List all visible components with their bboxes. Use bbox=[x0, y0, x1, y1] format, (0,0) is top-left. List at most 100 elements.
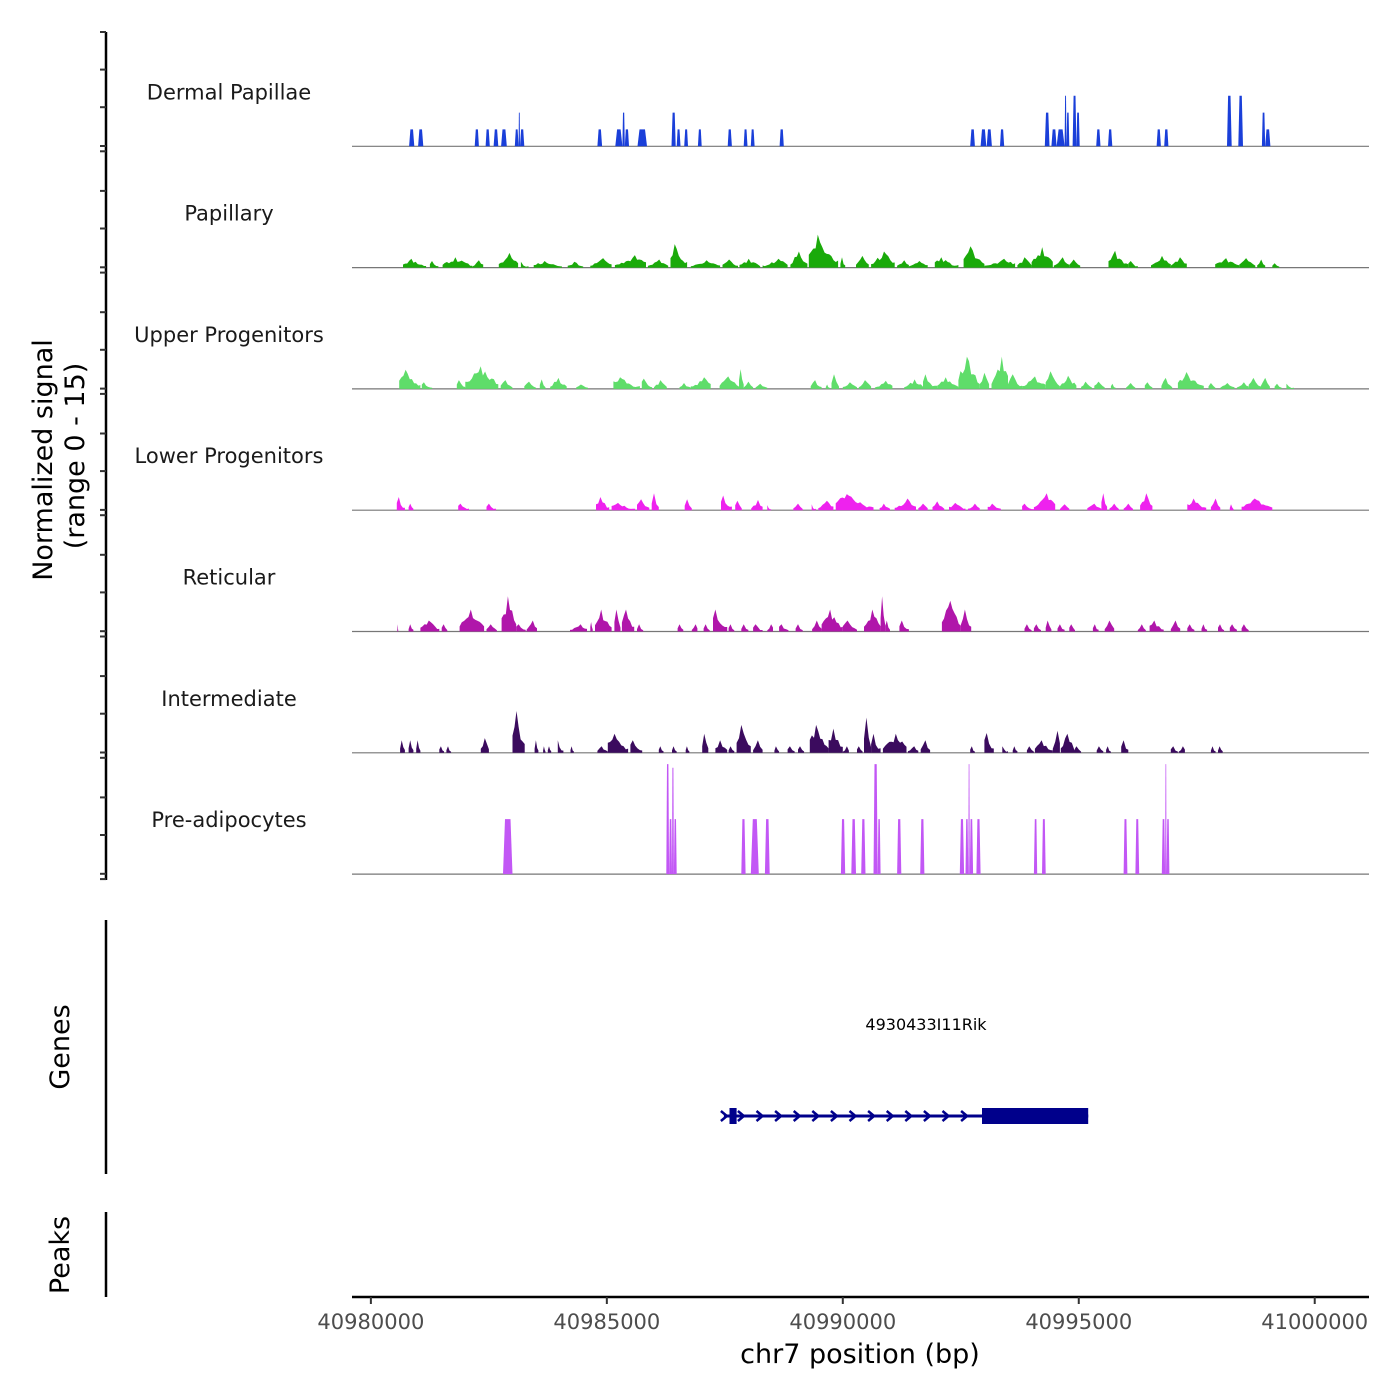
signal-region bbox=[614, 609, 621, 632]
signal-region bbox=[1218, 624, 1225, 632]
signal-peak bbox=[474, 129, 479, 147]
track-intermediate: Intermediate bbox=[161, 687, 1369, 754]
signal-region bbox=[1177, 372, 1204, 389]
signal-peak bbox=[750, 819, 759, 875]
signal-region bbox=[429, 261, 439, 268]
signal-region bbox=[1170, 257, 1187, 268]
signal-peak bbox=[1064, 95, 1067, 147]
signal-region bbox=[441, 624, 448, 632]
signal-region bbox=[613, 377, 640, 389]
signal-region bbox=[793, 503, 803, 511]
signal-region bbox=[795, 624, 803, 632]
track-label: Upper Progenitors bbox=[134, 323, 324, 347]
track-reticular: Reticular bbox=[183, 566, 1369, 633]
signal-region bbox=[590, 622, 593, 632]
y-axis-ticks bbox=[100, 31, 106, 881]
signal-region bbox=[1128, 261, 1138, 268]
signal-region bbox=[864, 717, 872, 753]
gene-annotations: 4930433I11Rik bbox=[720, 1015, 1089, 1124]
signal-peak bbox=[622, 112, 625, 147]
signal-peak bbox=[741, 819, 746, 875]
signal-region bbox=[871, 251, 895, 268]
signal-region bbox=[920, 740, 931, 753]
signal-region bbox=[1241, 498, 1273, 511]
x-tick-label: 40990000 bbox=[789, 1310, 896, 1334]
signal-peak bbox=[671, 112, 676, 147]
track-label: Dermal Papillae bbox=[147, 80, 311, 104]
signal-peak bbox=[503, 819, 513, 875]
signal-region bbox=[1187, 498, 1207, 511]
signal-region bbox=[1210, 746, 1216, 753]
signal-region bbox=[1123, 503, 1133, 511]
signal-region bbox=[677, 624, 684, 632]
track-papillary: Papillary bbox=[184, 202, 1369, 269]
signal-region bbox=[811, 504, 816, 511]
signal-region bbox=[557, 740, 564, 753]
signal-region bbox=[842, 746, 849, 753]
signal-region bbox=[1096, 746, 1104, 753]
signal-region bbox=[1220, 383, 1235, 389]
signal-region bbox=[864, 609, 881, 632]
signal-region bbox=[1110, 383, 1116, 389]
signal-region bbox=[703, 624, 710, 632]
signal-peak bbox=[968, 764, 970, 875]
x-tick-label: 40980000 bbox=[317, 1310, 424, 1334]
signal-region bbox=[899, 620, 909, 632]
signal-region bbox=[520, 261, 529, 268]
strand-arrow-icon bbox=[885, 1110, 895, 1122]
signal-peak bbox=[1165, 764, 1167, 875]
signal-region bbox=[465, 366, 499, 389]
signal-region bbox=[1026, 746, 1034, 753]
x-axis-title: chr7 position (bp) bbox=[740, 1339, 980, 1370]
signal-peak bbox=[873, 764, 878, 875]
y-axis-title-line1: Normalized signal bbox=[28, 339, 59, 581]
signal-region bbox=[755, 383, 768, 389]
signal-region bbox=[970, 746, 975, 753]
track-label: Pre-adipocytes bbox=[151, 808, 306, 832]
signal-region bbox=[821, 609, 843, 632]
signal-peak bbox=[976, 819, 981, 875]
signal-peak bbox=[764, 819, 770, 875]
signal-region bbox=[835, 494, 874, 511]
track-dermal-papillae: Dermal Papillae bbox=[147, 80, 1369, 147]
signal-region bbox=[685, 746, 690, 753]
signal-region bbox=[1101, 493, 1108, 511]
signal-region bbox=[595, 609, 612, 632]
signal-region bbox=[1017, 257, 1032, 268]
signal-region bbox=[1137, 624, 1146, 632]
signal-region bbox=[1094, 381, 1105, 389]
signal-region bbox=[539, 379, 546, 389]
signal-region bbox=[987, 503, 1001, 511]
signal-region bbox=[1024, 624, 1032, 632]
signal-peak bbox=[1000, 129, 1005, 147]
signal-region bbox=[421, 382, 433, 389]
signal-peak bbox=[1238, 95, 1243, 147]
signal-peak bbox=[1044, 112, 1050, 147]
signal-peak bbox=[986, 129, 992, 147]
signal-region bbox=[1053, 257, 1070, 268]
signal-region bbox=[516, 624, 526, 632]
signal-region bbox=[1031, 247, 1053, 268]
signal-peak bbox=[597, 129, 603, 147]
signal-region bbox=[1144, 382, 1153, 389]
signal-region bbox=[858, 380, 872, 389]
signal-peak bbox=[727, 129, 732, 147]
signal-region bbox=[690, 377, 711, 389]
signal-region bbox=[690, 260, 721, 268]
signal-region bbox=[684, 499, 692, 511]
signal-region bbox=[498, 252, 519, 268]
signal-region bbox=[728, 624, 735, 632]
peaks-panel-label: Peaks bbox=[45, 1216, 76, 1294]
signal-region bbox=[439, 746, 444, 753]
signal-region bbox=[721, 495, 732, 511]
signal-region bbox=[840, 257, 846, 268]
strand-arrow-icon bbox=[960, 1110, 970, 1122]
signal-region bbox=[403, 258, 427, 268]
signal-region bbox=[543, 746, 546, 753]
track-upper-progenitors: Upper Progenitors bbox=[134, 323, 1369, 390]
signal-region bbox=[1060, 733, 1074, 753]
signal-region bbox=[762, 258, 788, 268]
signal-peak bbox=[624, 129, 629, 147]
signal-region bbox=[753, 624, 763, 632]
signal-region bbox=[459, 609, 485, 632]
